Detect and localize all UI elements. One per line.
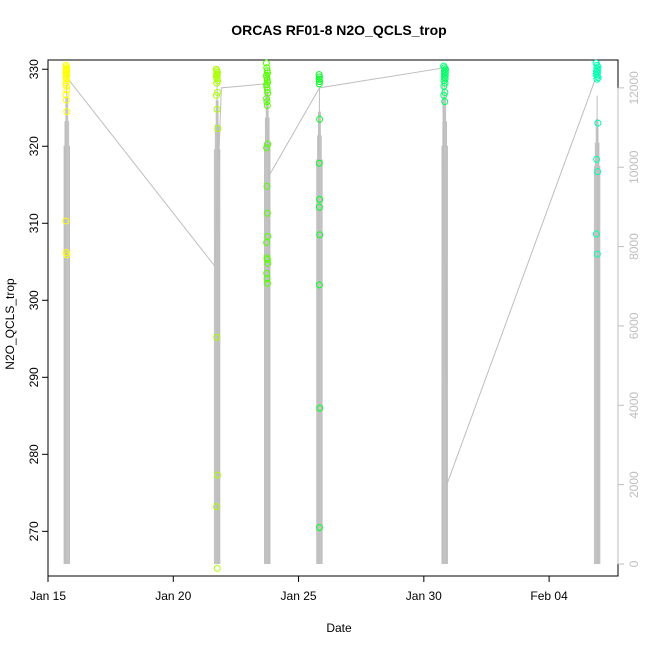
data-point: [315, 75, 323, 83]
data-point: [213, 105, 221, 113]
data-point: [263, 269, 271, 277]
data-point: [63, 71, 71, 79]
data-point: [315, 523, 323, 531]
right-tick-label: 10000: [627, 150, 641, 184]
right-tick-label: 0: [627, 560, 641, 567]
y-axis-label: N2O_QCLS_trop: [3, 278, 17, 370]
y-tick-label: 320: [27, 136, 41, 156]
data-point: [213, 71, 221, 79]
data-point: [593, 250, 601, 258]
x-tick-label: Jan 25: [281, 589, 317, 603]
data-point: [593, 72, 601, 80]
data-point: [63, 68, 71, 76]
data-point: [263, 64, 271, 72]
right-tick-label: 2000: [627, 471, 641, 498]
data-point: [264, 279, 272, 287]
data-point: [263, 209, 271, 217]
data-point: [593, 155, 601, 163]
data-point: [315, 203, 323, 211]
data-point: [263, 86, 271, 94]
data-point: [441, 98, 449, 106]
data-point: [316, 78, 324, 86]
data-point: [315, 73, 323, 81]
right-tick-label: 8000: [627, 233, 641, 260]
data-point: [62, 96, 70, 104]
data-point: [315, 71, 323, 79]
data-point: [63, 86, 71, 94]
data-point: [213, 471, 221, 479]
data-point: [592, 230, 600, 238]
data-point: [263, 275, 271, 283]
y-tick-label: 280: [27, 444, 41, 464]
x-tick-label: Feb 04: [530, 589, 568, 603]
x-tick-label: Jan 20: [155, 589, 191, 603]
data-point: [316, 195, 324, 203]
data-point: [263, 182, 271, 190]
data-point: [62, 79, 70, 87]
data-point: [213, 88, 221, 96]
data-point: [315, 159, 323, 167]
data-point: [263, 101, 271, 109]
data-point: [315, 281, 323, 289]
y-tick-label: 300: [27, 290, 41, 310]
data-point: [316, 115, 324, 123]
data-point: [264, 259, 272, 267]
x-tick-label: Jan 30: [406, 589, 442, 603]
data-point: [263, 95, 271, 103]
data-point: [263, 144, 271, 152]
data-point: [316, 231, 324, 239]
data-point: [315, 80, 323, 88]
y-tick-label: 270: [27, 521, 41, 541]
axes-layer: Jan 15 Jan 20 Jan 25 Jan 30 Feb 04 270 280 290 3…: [27, 59, 641, 603]
data-point: [62, 91, 70, 99]
data-point: [594, 119, 602, 127]
data-point: [263, 98, 271, 106]
data-point: [316, 404, 324, 412]
data-point: [593, 75, 601, 83]
y-tick-label: 310: [27, 213, 41, 233]
data-point: [263, 255, 271, 263]
data-point: [262, 59, 270, 67]
altitude-ferry-path: [68, 67, 596, 485]
data-point: [594, 74, 602, 82]
data-point: [214, 125, 222, 133]
x-tick-label: Jan 15: [30, 589, 66, 603]
right-tick-label: 6000: [627, 312, 641, 339]
y-tick-label: 330: [27, 59, 41, 79]
right-tick-label: 12000: [627, 71, 641, 105]
data-point: [440, 70, 448, 78]
right-tick-label: 4000: [627, 392, 641, 419]
data-point: [212, 91, 220, 99]
data-point: [441, 79, 449, 87]
data-point: [213, 333, 221, 341]
data-point: [441, 88, 449, 96]
x-axis-label: Date: [326, 621, 352, 635]
chart-title: ORCAS RF01-8 N2O_QCLS_trop: [231, 22, 446, 38]
data-point: [63, 251, 71, 259]
data-point: [594, 168, 602, 176]
data-points-layer: [62, 59, 602, 572]
data-point: [62, 82, 70, 90]
data-point: [62, 217, 70, 225]
data-point: [213, 79, 221, 87]
altitude-track-layer: [63, 67, 601, 564]
data-point: [213, 564, 221, 572]
plot-frame: [47, 59, 619, 577]
data-point: [263, 239, 271, 247]
data-point: [592, 68, 600, 76]
data-point: [63, 108, 71, 116]
data-point: [213, 503, 221, 511]
y-tick-label: 290: [27, 367, 41, 387]
data-point: [264, 140, 272, 148]
